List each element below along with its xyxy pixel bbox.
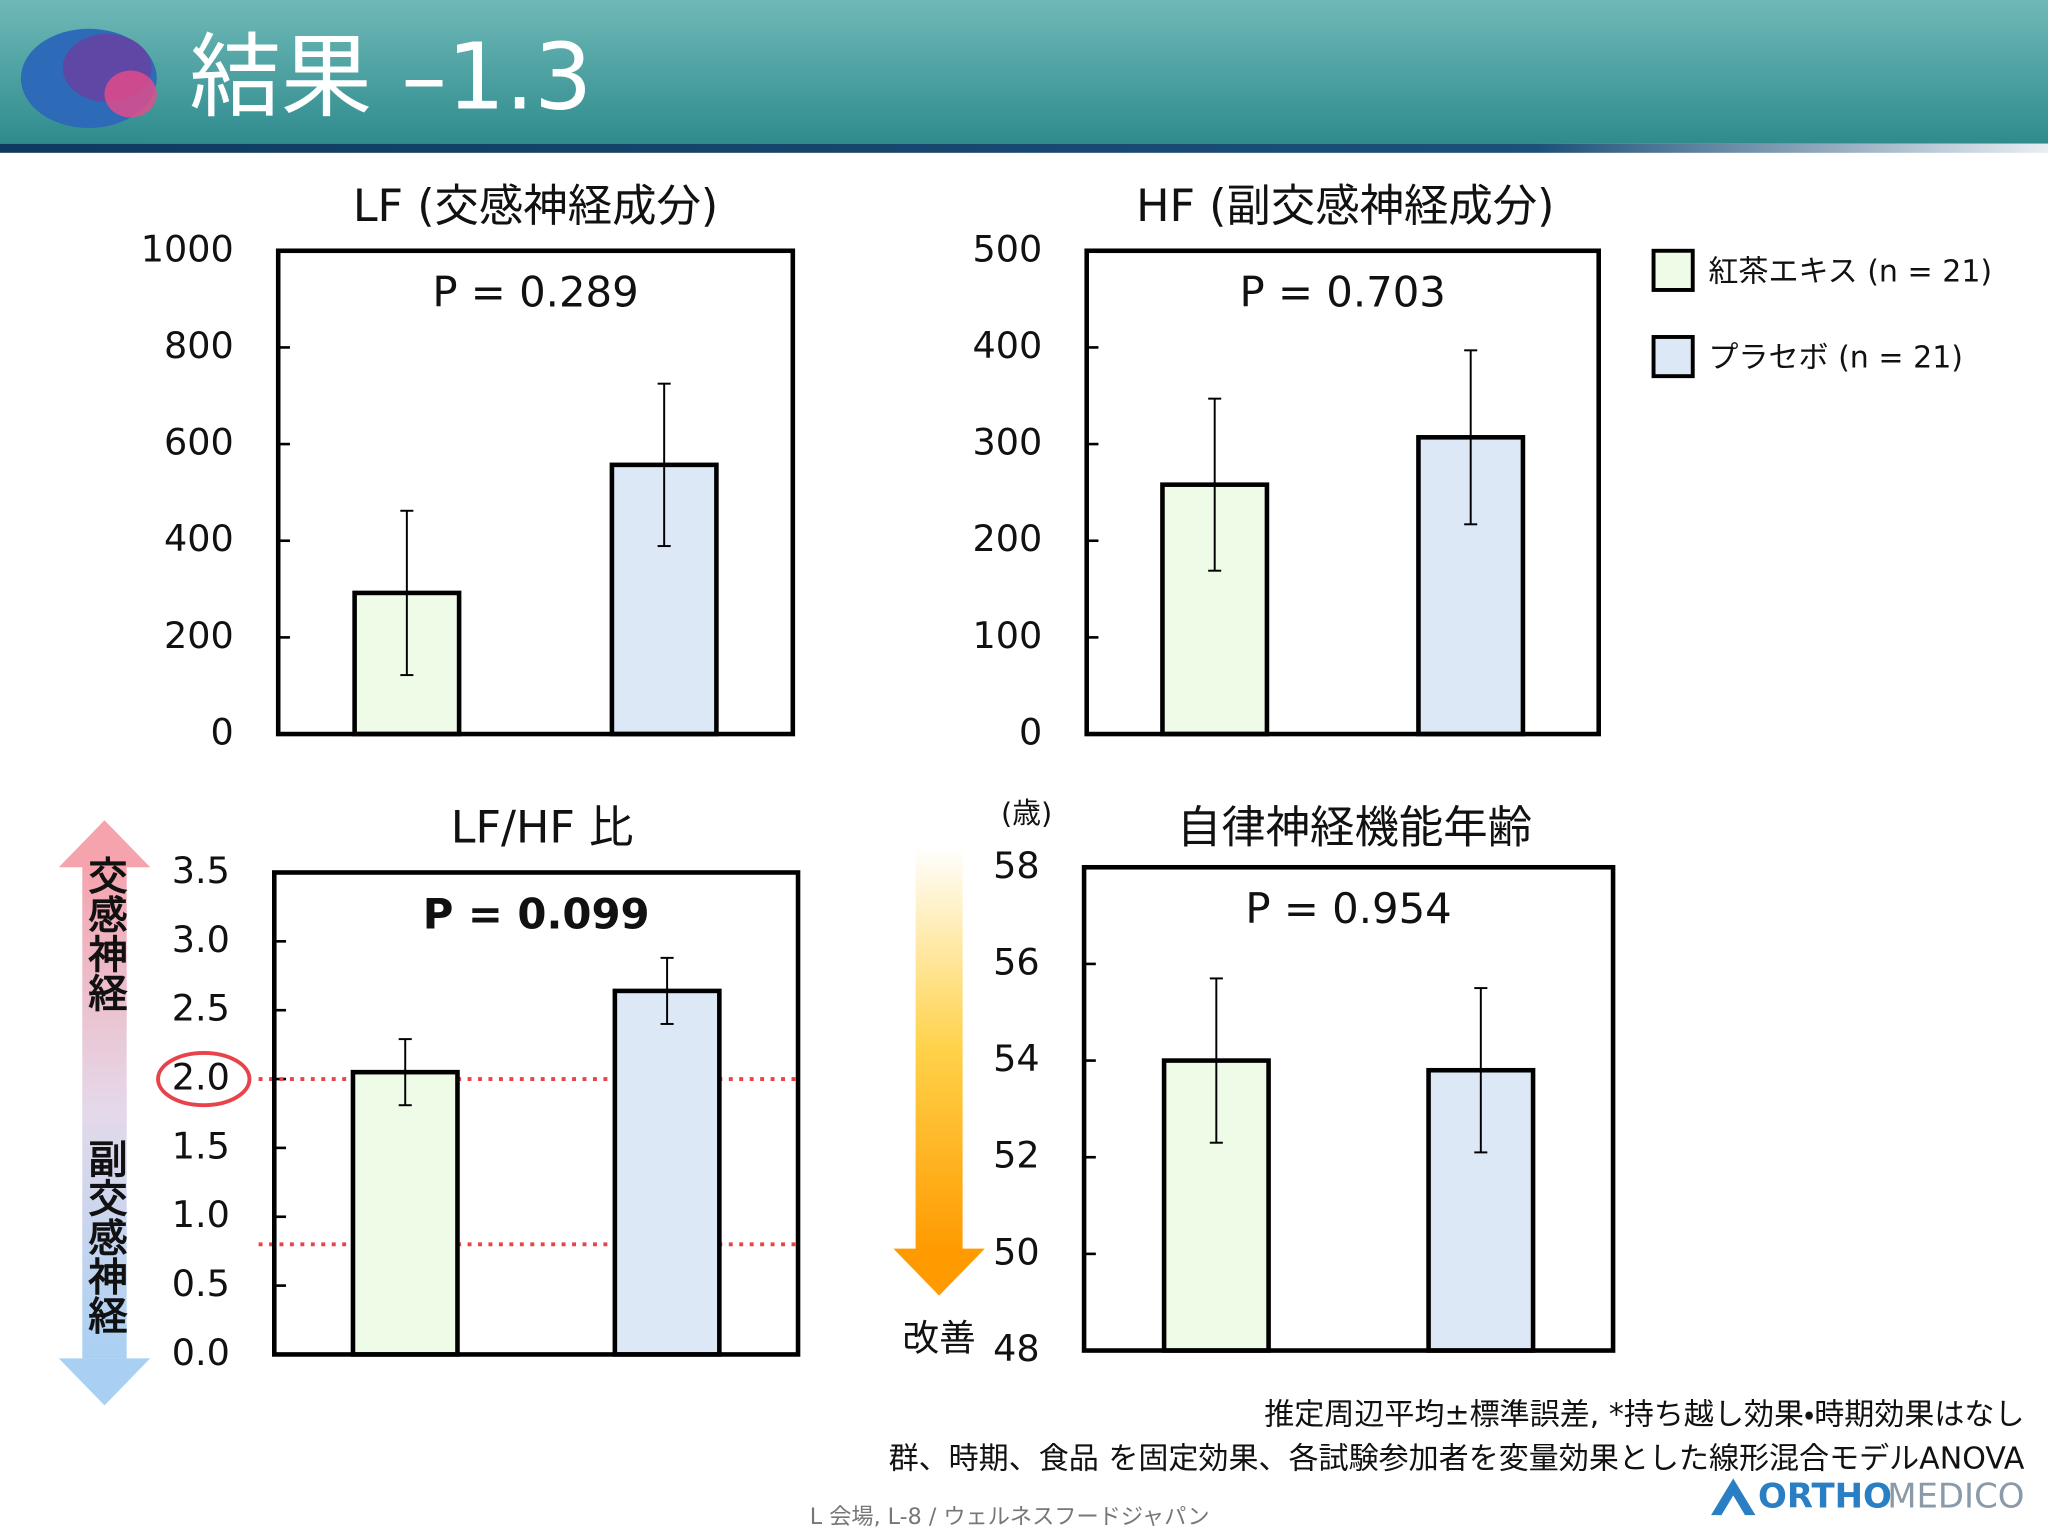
chart-title: LF/HF 比 xyxy=(451,803,634,854)
p-value-annotation: P = 0.954 xyxy=(1245,884,1451,933)
side-label-parasympathetic: 副交感神経 xyxy=(82,1139,129,1335)
y-tick-label: 0 xyxy=(211,711,234,754)
y-tick-label: 300 xyxy=(972,421,1042,464)
y-tick-label: 1000 xyxy=(141,227,234,270)
y-tick-label: 3.5 xyxy=(172,849,230,892)
side-arrow-body xyxy=(82,864,127,1359)
y-tick-label: 56 xyxy=(993,940,1040,983)
bar xyxy=(612,988,722,1357)
header-strip xyxy=(0,143,2048,153)
plot-frame xyxy=(275,248,796,737)
y-tick-label: 0.5 xyxy=(172,1262,230,1305)
tick-highlight xyxy=(156,1050,252,1108)
slide-title: 結果 –1.3 xyxy=(189,23,592,130)
y-tick-label: 200 xyxy=(972,517,1042,560)
y-tick-label: 1.0 xyxy=(172,1193,230,1236)
y-tick-label: 52 xyxy=(993,1134,1040,1177)
chart-title: LF (交感神経成分) xyxy=(353,181,718,232)
logo-mark xyxy=(1711,1478,1756,1516)
y-tick-label: 2.0 xyxy=(172,1056,230,1099)
improvement-arrow-body xyxy=(915,846,963,1252)
side-arrow-head-up xyxy=(58,820,151,868)
y-unit: (歳) xyxy=(1001,796,1052,830)
y-tick-label: 54 xyxy=(993,1037,1040,1080)
y-tick-label: 100 xyxy=(972,614,1042,657)
bar xyxy=(350,1069,460,1357)
y-tick-label: 50 xyxy=(993,1230,1040,1273)
legend-swatch xyxy=(1651,335,1695,379)
y-tick-label: 500 xyxy=(972,227,1042,270)
y-tick-label: 0 xyxy=(1019,711,1042,754)
y-tick-label: 400 xyxy=(164,517,234,560)
chart-title: HF (副交感神経成分) xyxy=(1136,181,1554,232)
improvement-arrow-head xyxy=(893,1248,985,1296)
y-tick-label: 58 xyxy=(993,844,1040,887)
y-tick-label: 800 xyxy=(164,324,234,367)
y-tick-label: 3.0 xyxy=(172,918,230,961)
p-value-annotation: P = 0.289 xyxy=(432,268,638,317)
logo-icon-part xyxy=(104,70,157,118)
legend-label: プラセボ (n = 21) xyxy=(1708,341,1963,376)
improvement-label: 改善 xyxy=(903,1317,976,1360)
y-tick-label: 400 xyxy=(972,324,1042,367)
y-tick-label: 0.0 xyxy=(172,1331,230,1374)
y-tick-label: 48 xyxy=(993,1327,1040,1370)
side-arrow-head-down xyxy=(58,1358,151,1406)
plot-frame xyxy=(1081,864,1616,1353)
y-tick-label: 2.5 xyxy=(172,987,230,1030)
y-tick-label: 600 xyxy=(164,421,234,464)
header-band xyxy=(0,0,2048,144)
footnote: 群、時期、食品 を固定効果、各試験参加者を変量効果とした線形混合モデルANOVA xyxy=(889,1442,2025,1477)
p-value-annotation: P = 0.703 xyxy=(1239,268,1445,317)
side-label-sympathetic: 交感神経 xyxy=(82,856,129,1013)
y-tick-label: 1.5 xyxy=(172,1124,230,1167)
legend-swatch xyxy=(1651,248,1695,292)
logo-main: ORTHO xyxy=(1758,1477,1892,1517)
chart-title: 自律神経機能年齢 xyxy=(1177,803,1532,854)
plot-frame xyxy=(272,870,801,1357)
legend-label: 紅茶エキス (n = 21) xyxy=(1708,254,1992,289)
p-value-annotation: P = 0.099 xyxy=(423,889,650,938)
plot-frame xyxy=(1084,248,1601,737)
footer: L 会場, L-8 / ウェルネスフードジャパン xyxy=(810,1504,1210,1530)
y-tick-label: 200 xyxy=(164,614,234,657)
footnote: 推定周辺平均±標準誤差, *持ち越し効果・時期効果はなし xyxy=(1264,1397,2024,1432)
logo-sub: MEDICO xyxy=(1887,1477,2024,1517)
